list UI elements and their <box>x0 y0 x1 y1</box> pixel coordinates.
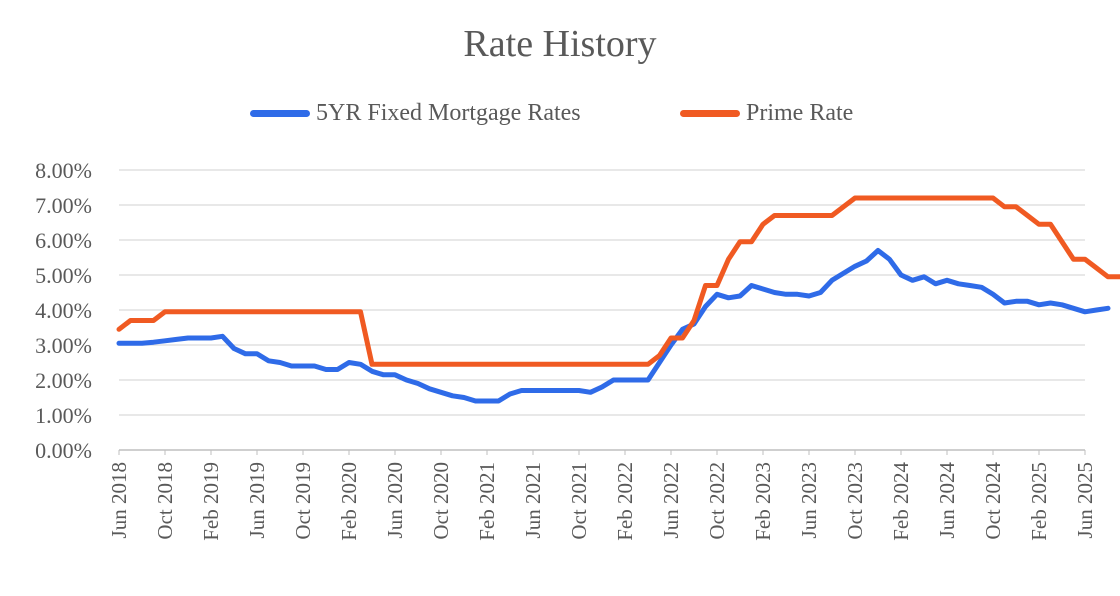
y-tick-label: 3.00% <box>35 333 92 358</box>
x-tick-label: Oct 2020 <box>429 462 453 540</box>
x-tick-label: Jun 2024 <box>935 462 959 539</box>
legend-label-prime: Prime Rate <box>746 100 854 126</box>
x-tick-label: Oct 2018 <box>153 462 177 540</box>
x-tick-label: Feb 2025 <box>1027 462 1051 541</box>
series-line-prime <box>116 195 1120 367</box>
x-tick-label: Jun 2025 <box>1073 462 1097 538</box>
y-tick-label: 6.00% <box>35 228 92 253</box>
y-tick-label: 7.00% <box>35 193 92 218</box>
legend-item-prime[interactable]: Prime Rate <box>680 100 853 127</box>
chart-title: Rate History <box>463 23 657 65</box>
x-tick-label: Jun 2019 <box>245 462 269 538</box>
x-tick-label: Oct 2022 <box>705 462 729 540</box>
x-tick-label: Jun 2023 <box>797 462 821 538</box>
y-tick-label: 4.00% <box>35 298 92 323</box>
y-tick-label: 5.00% <box>35 263 92 288</box>
x-tick-label: Feb 2020 <box>337 462 361 541</box>
x-tick-label: Oct 2023 <box>843 462 867 540</box>
x-tick-label: Feb 2022 <box>613 462 637 541</box>
x-tick-label: Oct 2021 <box>567 462 591 540</box>
x-tick-label: Jun 2020 <box>383 462 407 538</box>
y-tick-label: 0.00% <box>35 438 92 463</box>
legend-swatch-prime <box>680 110 740 117</box>
x-tick-label: Jun 2021 <box>521 462 545 538</box>
x-tick-label: Feb 2024 <box>889 462 913 541</box>
series-line-mortgage <box>116 248 1111 404</box>
x-tick-label: Feb 2019 <box>199 462 223 541</box>
y-tick-label: 2.00% <box>35 368 92 393</box>
y-tick-label: 1.00% <box>35 403 92 428</box>
legend-item-mortgage[interactable]: 5YR Fixed Mortgage Rates <box>250 100 581 127</box>
x-tick-label: Feb 2021 <box>475 462 499 541</box>
y-tick-label: 8.00% <box>35 158 92 183</box>
legend-swatch-mortgage <box>250 110 310 117</box>
x-tick-label: Jun 2022 <box>659 462 683 538</box>
legend-label-mortgage: 5YR Fixed Mortgage Rates <box>316 100 581 126</box>
chart-legend: 5YR Fixed Mortgage Rates Prime Rate <box>0 100 1120 130</box>
x-tick-label: Jun 2018 <box>107 462 131 538</box>
x-tick-label: Oct 2024 <box>981 462 1005 540</box>
x-tick-label: Oct 2019 <box>291 462 315 540</box>
x-tick-label: Feb 2023 <box>751 462 775 541</box>
